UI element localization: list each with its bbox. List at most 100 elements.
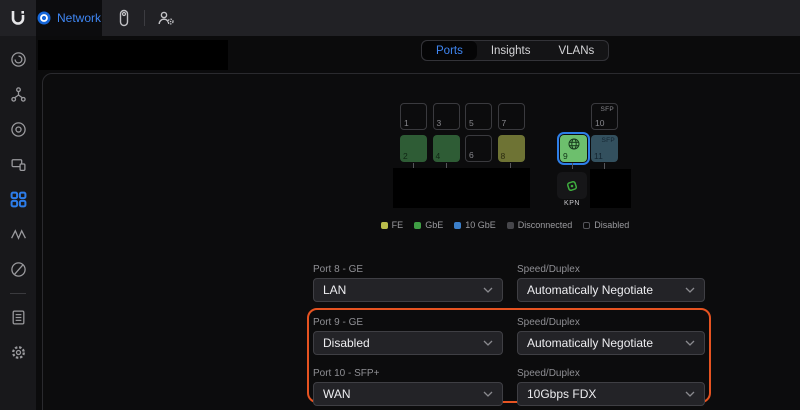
security-icon: [10, 262, 26, 277]
port-10-sfp--speed-dropdown[interactable]: 10Gbps FDX: [517, 382, 705, 406]
port-7[interactable]: 7: [497, 103, 525, 130]
legend-item-disconnected: Disconnected: [506, 220, 573, 230]
port-8-ge-speed-field: Speed/Duplex Automatically Negotiate: [517, 264, 705, 302]
network-app-tab[interactable]: Network: [36, 0, 102, 36]
chevron-down-icon: [483, 340, 493, 346]
port-number: 7: [501, 118, 507, 128]
port-10-sfp--value: WAN: [323, 387, 351, 401]
clients-icon: [10, 159, 26, 171]
port-9-ge-speed-dropdown[interactable]: Automatically Negotiate: [517, 331, 705, 355]
redacted-connected-device-2: [590, 169, 631, 208]
port-number: 3: [436, 118, 442, 128]
port-number: 4: [435, 151, 441, 161]
chevron-down-icon: [685, 340, 695, 346]
port-10-sfp--speed-value: 10Gbps FDX: [527, 387, 597, 401]
statistics-icon: [10, 229, 26, 240]
dashboard-icon: [10, 52, 26, 67]
port-number: 6: [469, 150, 474, 160]
port-8-connector: [510, 163, 511, 169]
port-9[interactable]: 9: [560, 135, 587, 162]
port-6[interactable]: 6: [465, 135, 492, 162]
port-10[interactable]: SFP 10: [591, 103, 618, 130]
sidebar-item-security[interactable]: [0, 252, 36, 287]
system-log-icon: [12, 310, 24, 325]
port-9-ge-field: Port 9 - GE Disabled: [313, 317, 503, 355]
network-app-icon: [37, 11, 51, 25]
port-3[interactable]: 3: [432, 103, 460, 130]
sidebar-item-settings[interactable]: [0, 335, 36, 370]
tab-ports[interactable]: Ports: [422, 41, 477, 60]
port-8[interactable]: 8: [497, 135, 525, 162]
legend-label: Disconnected: [517, 220, 573, 230]
settings-row-port-10-sfp-: Port 10 - SFP+ WAN Speed/Duplex 10Gbps FDX: [313, 368, 709, 406]
console-icon[interactable]: [116, 9, 132, 27]
kpn-logo: [566, 180, 578, 191]
port-10-sfp--speed-label: Speed/Duplex: [517, 368, 580, 379]
gear-icon: [11, 346, 25, 359]
tab-insights-label: Insights: [490, 44, 531, 57]
port-manager-icon: [10, 191, 26, 208]
port-8-ge-dropdown[interactable]: LAN: [313, 278, 503, 302]
legend-label: GbE: [425, 220, 444, 230]
port-11-connector: [604, 163, 605, 169]
legend-swatch: [454, 221, 462, 229]
port-8-ge-field: Port 8 - GE LAN: [313, 264, 503, 302]
legend-label: Disabled: [594, 220, 630, 230]
sidebar-item-dashboard[interactable]: [0, 42, 36, 77]
port-number: 1: [404, 118, 409, 128]
topology-icon: [10, 87, 26, 102]
port-9-ge-speed-label: Speed/Duplex: [517, 317, 580, 328]
tab-ports-label: Ports: [436, 44, 463, 57]
tab-insights[interactable]: Insights: [477, 41, 545, 60]
port-8-ge-speed-dropdown[interactable]: Automatically Negotiate: [517, 278, 705, 302]
port-4-connector: [446, 163, 447, 169]
port-9-ge-label: Port 9 - GE: [313, 317, 364, 328]
chevron-down-icon: [685, 391, 695, 397]
port-8-ge-value: LAN: [323, 283, 347, 297]
kpn-device[interactable]: [557, 172, 587, 199]
port-2[interactable]: 2: [400, 135, 427, 162]
port-9-connector: [572, 163, 573, 169]
sidebar-item-system-log[interactable]: [0, 300, 36, 335]
port-1[interactable]: 1: [400, 103, 427, 130]
tab-vlans[interactable]: VLANs: [544, 41, 608, 60]
port-number: 8: [500, 151, 506, 161]
legend-item-fe: FE: [380, 220, 404, 230]
port-9-ge-dropdown[interactable]: Disabled: [313, 331, 503, 355]
legend-swatch: [583, 221, 591, 229]
sidebar-nav: [0, 36, 36, 410]
sidebar-item-topology[interactable]: [0, 77, 36, 112]
sidebar-item-clients[interactable]: [0, 147, 36, 182]
topbar-separator: [144, 10, 145, 26]
port-number: 2: [403, 151, 408, 161]
chevron-down-icon: [685, 287, 695, 293]
legend-label: FE: [391, 220, 404, 230]
port-4[interactable]: 4: [432, 135, 460, 162]
port-5[interactable]: 5: [465, 103, 492, 130]
unifi-devices-icon: [10, 122, 26, 137]
chevron-down-icon: [483, 287, 493, 293]
highlighted-settings-group: Port 9 - GE Disabled Speed/Duplex Automatic…: [307, 308, 711, 406]
port-11[interactable]: SFP 11: [591, 135, 618, 162]
port-10-sfp--dropdown[interactable]: WAN: [313, 382, 503, 406]
port-10-sfp--label: Port 10 - SFP+: [313, 368, 380, 379]
sidebar-item-port-manager[interactable]: [0, 182, 36, 217]
port-9-ge-speed-value: Automatically Negotiate: [527, 336, 654, 350]
kpn-device-label: KPN: [564, 200, 580, 207]
view-tabs: Ports Insights VLANs: [421, 40, 610, 61]
ubiquiti-u-icon: [11, 11, 25, 25]
legend-swatch: [380, 221, 388, 229]
legend-swatch: [414, 221, 422, 229]
ubiquiti-logo[interactable]: [0, 0, 36, 36]
port-8-ge-speed-label: Speed/Duplex: [517, 264, 580, 275]
port-8-ge-speed-value: Automatically Negotiate: [527, 283, 654, 297]
legend-item-gbe: GbE: [414, 220, 443, 230]
port-number: 11: [594, 151, 603, 161]
port-9-ge-value: Disabled: [323, 336, 370, 350]
admin-users-icon[interactable]: [157, 10, 175, 26]
port-legend: FE GbE 10 GbE Disconnected Disabled: [300, 220, 710, 230]
sidebar-item-statistics[interactable]: [0, 217, 36, 252]
legend-label: 10 GbE: [465, 220, 496, 230]
port-8-ge-label: Port 8 - GE: [313, 264, 364, 275]
sidebar-item-unifi-devices[interactable]: [0, 112, 36, 147]
